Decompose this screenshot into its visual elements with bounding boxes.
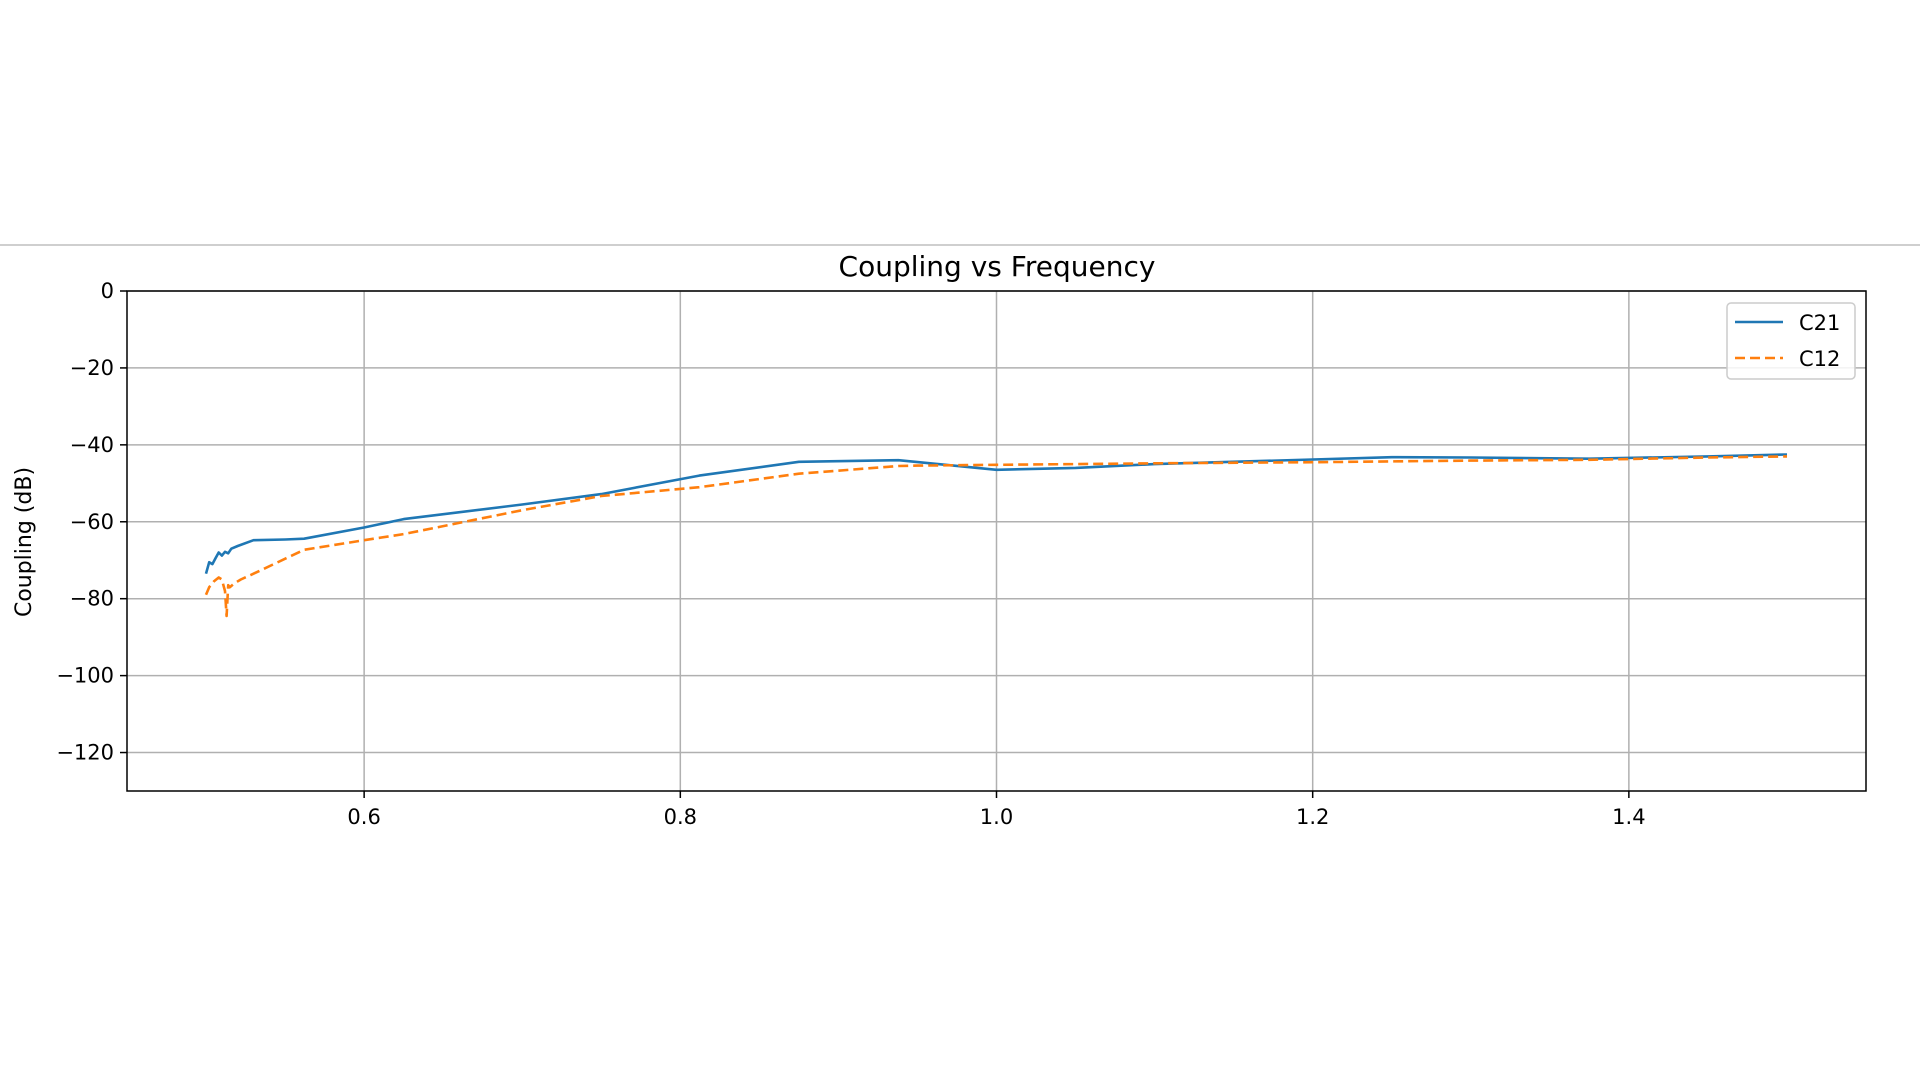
axis-ticks: 0.6 0.8 1.0 1.2 1.4 0 −20 −40 −60 −80 −100 −120 [56, 279, 1645, 829]
x-tick-label: 1.2 [1296, 805, 1329, 829]
y-tick-label: −40 [70, 433, 114, 457]
y-axis-label: Coupling (dB) [12, 467, 37, 617]
series-line-c12 [204, 455, 1788, 618]
series-layer [204, 453, 1788, 618]
x-tick-label: 1.4 [1612, 805, 1645, 829]
y-tick-label: −60 [70, 510, 114, 534]
series-line-c21 [204, 453, 1788, 575]
x-tick-label: 1.0 [980, 805, 1013, 829]
y-tick-label: −80 [70, 587, 114, 611]
y-tick-label: −20 [70, 356, 114, 380]
chart-title: Coupling vs Frequency [839, 250, 1156, 283]
legend: C21 C12 [1726, 302, 1856, 380]
y-tick-label: −100 [56, 664, 114, 688]
x-tick-label: 0.6 [347, 805, 380, 829]
x-tick-label: 0.8 [664, 805, 697, 829]
legend-label-c21: C21 [1799, 311, 1840, 335]
y-tick-label: −120 [56, 741, 114, 765]
legend-label-c12: C12 [1799, 347, 1840, 371]
y-tick-label: 0 [101, 279, 114, 303]
